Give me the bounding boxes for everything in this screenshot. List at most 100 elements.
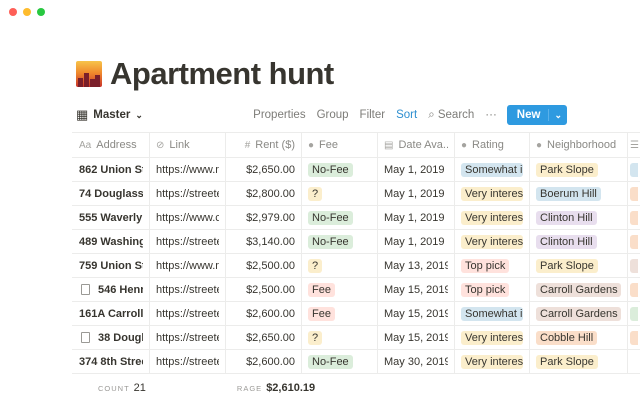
neighborhood-tag[interactable]: Carroll Gardens [536, 306, 621, 321]
address-cell[interactable]: 374 8th Street [72, 350, 150, 373]
rating-tag[interactable]: Very interested [461, 186, 523, 201]
link-text[interactable]: https://streetea [156, 331, 219, 344]
rating-cell[interactable]: Very interested [455, 182, 530, 205]
link-cell[interactable]: https://www.na [150, 158, 226, 181]
extra-cell[interactable] [628, 278, 640, 301]
average-label[interactable]: RAGE [236, 383, 263, 393]
date-cell[interactable]: May 1, 2019 [378, 182, 455, 205]
neighborhood-tag[interactable]: Boerum Hill [536, 186, 601, 201]
fee-tag[interactable]: No-Fee [308, 234, 353, 249]
date-cell[interactable]: May 30, 2019 [378, 350, 455, 373]
rating-cell[interactable]: Top pick [455, 278, 530, 301]
table-row[interactable]: 374 8th Street https://streetea $2,600.00 N… [72, 350, 640, 374]
table-row[interactable]: 759 Union Street https://www.na $2,500.00?… [72, 254, 640, 278]
table-row[interactable]: 862 Union Street https://www.na $2,650.00 N… [72, 158, 640, 182]
date-cell[interactable]: May 15, 2019 [378, 326, 455, 349]
column-header-fee[interactable]: ● Fee [302, 133, 378, 157]
new-label[interactable]: New [507, 109, 550, 121]
extra-cell[interactable] [628, 350, 640, 373]
rent-cell[interactable]: $3,140.00 [226, 230, 302, 253]
search-button[interactable]: ⌕ Search [428, 109, 474, 122]
neighborhood-tag[interactable]: Clinton Hill [536, 234, 597, 249]
page-title[interactable]: Apartment hunt [110, 56, 334, 91]
group-button[interactable]: Group [316, 109, 349, 121]
extra-tag[interactable] [630, 258, 638, 273]
fee-cell[interactable]: ? [302, 254, 378, 277]
neighborhood-tag[interactable]: Park Slope [536, 354, 598, 369]
date-cell[interactable]: May 1, 2019 [378, 230, 455, 253]
extra-cell[interactable] [628, 158, 640, 181]
neighborhood-cell[interactable]: Boerum Hill [530, 182, 628, 205]
cityscape-icon[interactable] [76, 61, 102, 87]
link-cell[interactable]: https://streetea [150, 230, 226, 253]
rent-cell[interactable]: $2,650.00 [226, 158, 302, 181]
fee-cell[interactable]: No-Fee [302, 158, 378, 181]
extra-cell[interactable] [628, 254, 640, 277]
maximize-window-button[interactable] [37, 8, 45, 16]
date-cell[interactable]: May 1, 2019 [378, 206, 455, 229]
table-row[interactable]: 489 Washington https://streetea $3,140.00 N… [72, 230, 640, 254]
neighborhood-tag[interactable]: Clinton Hill [536, 210, 597, 225]
table-row[interactable]: 555 Waverly Ave https://www.cit $2,979.00 N… [72, 206, 640, 230]
link-text[interactable]: https://streetea [156, 187, 219, 200]
neighborhood-cell[interactable]: Clinton Hill [530, 206, 628, 229]
link-text[interactable]: https://www.cit [156, 211, 219, 224]
fee-tag[interactable]: No-Fee [308, 210, 353, 225]
extra-cell[interactable] [628, 206, 640, 229]
close-window-button[interactable] [9, 8, 17, 16]
table-row[interactable]: 161A Carroll St https://streetea $2,600.00… [72, 302, 640, 326]
address-cell[interactable]: 74 Douglass St [72, 182, 150, 205]
neighborhood-cell[interactable]: Park Slope [530, 254, 628, 277]
new-button[interactable]: New ⌄ [506, 105, 567, 125]
neighborhood-tag[interactable]: Park Slope [536, 258, 598, 273]
neighborhood-cell[interactable]: Park Slope [530, 158, 628, 181]
neighborhood-cell[interactable]: Carroll Gardens [530, 302, 628, 325]
rent-cell[interactable]: $2,979.00 [226, 206, 302, 229]
address-cell[interactable]: 38 Douglass [72, 326, 150, 349]
rent-cell[interactable]: $2,600.00 [226, 302, 302, 325]
rating-cell[interactable]: Very interested [455, 206, 530, 229]
extra-cell[interactable] [628, 302, 640, 325]
table-row[interactable]: 74 Douglass St https://streetea $2,800.00?… [72, 182, 640, 206]
rating-tag[interactable]: Top pick [461, 282, 510, 297]
link-cell[interactable]: https://streetea [150, 278, 226, 301]
link-cell[interactable]: https://www.na [150, 254, 226, 277]
column-header-date-available[interactable]: ▤ Date Ava... [378, 133, 455, 157]
extra-tag[interactable] [630, 282, 638, 297]
column-header-link[interactable]: ⊘ Link [150, 133, 226, 157]
rating-tag[interactable]: Very interested [461, 234, 523, 249]
rent-cell[interactable]: $2,500.00 [226, 254, 302, 277]
count-label[interactable]: COUNT [98, 383, 130, 393]
fee-cell[interactable]: ? [302, 182, 378, 205]
address-cell[interactable]: 759 Union Street [72, 254, 150, 277]
link-text[interactable]: https://streetea [156, 355, 219, 368]
neighborhood-tag[interactable]: Cobble Hill [536, 330, 598, 345]
extra-tag[interactable] [630, 186, 638, 201]
neighborhood-cell[interactable]: Clinton Hill [530, 230, 628, 253]
extra-tag[interactable] [630, 162, 638, 177]
link-text[interactable]: https://www.na [156, 259, 219, 272]
extra-cell[interactable] [628, 182, 640, 205]
address-cell[interactable]: 546 Henry [72, 278, 150, 301]
link-cell[interactable]: https://streetea [150, 326, 226, 349]
rating-tag[interactable]: Somewhat interested [461, 162, 523, 177]
properties-button[interactable]: Properties [253, 109, 306, 121]
fee-tag[interactable]: No-Fee [308, 354, 353, 369]
column-header-neighborhood[interactable]: ● Neighborhood [530, 133, 628, 157]
date-cell[interactable]: May 15, 2019 [378, 278, 455, 301]
neighborhood-tag[interactable]: Carroll Gardens [536, 282, 621, 297]
link-cell[interactable]: https://streetea [150, 302, 226, 325]
link-cell[interactable]: https://streetea [150, 182, 226, 205]
date-cell[interactable]: May 1, 2019 [378, 158, 455, 181]
extra-tag[interactable] [630, 234, 638, 249]
address-cell[interactable]: 489 Washington [72, 230, 150, 253]
column-header-extra[interactable]: ☰ [628, 133, 640, 157]
filter-button[interactable]: Filter [359, 109, 386, 121]
rent-cell[interactable]: $2,800.00 [226, 182, 302, 205]
rating-cell[interactable]: Somewhat interested [455, 158, 530, 181]
extra-tag[interactable] [630, 306, 638, 321]
rent-cell[interactable]: $2,650.00 [226, 326, 302, 349]
neighborhood-cell[interactable]: Park Slope [530, 350, 628, 373]
fee-cell[interactable]: No-Fee [302, 350, 378, 373]
column-header-rating[interactable]: ● Rating [455, 133, 530, 157]
